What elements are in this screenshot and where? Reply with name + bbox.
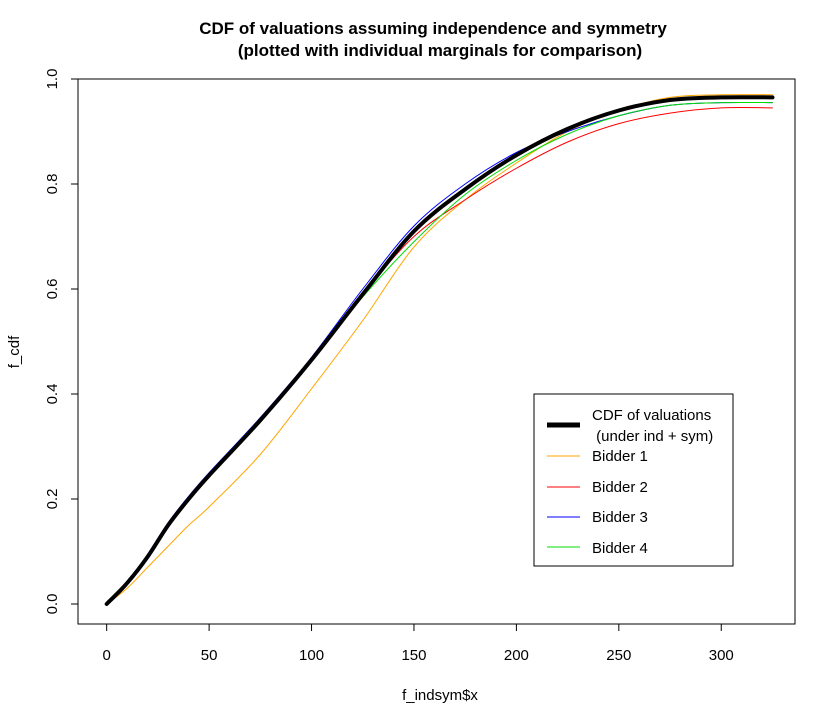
series-group <box>104 94 775 606</box>
legend-label-2: Bidder 1 <box>592 448 648 465</box>
x-tick-label: 0 <box>103 647 111 664</box>
x-axis-label: f_indsym$x <box>402 687 478 704</box>
legend-label-1: CDF of valuations <box>592 407 711 424</box>
legend: CDF of valuations (under ind + sym) Bidde… <box>533 393 734 567</box>
y-tick-label: 1.0 <box>44 69 61 90</box>
legend-label-5: Bidder 4 <box>592 540 648 557</box>
y-tick-label: 0.2 <box>44 489 61 510</box>
x-tick-label: 200 <box>504 647 529 664</box>
y-axis: 0.0 0.2 0.4 0.6 0.8 1.0 <box>44 69 79 615</box>
chart-title-line2: (plotted with individual marginals for c… <box>238 41 642 60</box>
legend-label-1-line2: (under ind + sym) <box>592 428 713 445</box>
y-tick-label: 0.6 <box>44 279 61 300</box>
x-tick-label: 250 <box>606 647 631 664</box>
x-tick-label: 50 <box>201 647 218 664</box>
legend-label-4: Bidder 3 <box>592 509 648 526</box>
x-tick-label: 300 <box>709 647 734 664</box>
chart-title-line1: CDF of valuations assuming independence … <box>199 19 667 38</box>
x-axis: 0 50 100 150 200 250 300 <box>103 623 734 664</box>
legend-label-3: Bidder 2 <box>592 479 648 496</box>
x-tick-label: 100 <box>299 647 324 664</box>
series-line-cdf-of-valuations-under-ind-sym <box>104 95 775 606</box>
y-tick-label: 0.8 <box>44 174 61 195</box>
y-tick-label: 0.0 <box>44 594 61 615</box>
x-tick-label: 150 <box>401 647 426 664</box>
y-axis-label: f_cdf <box>6 335 23 368</box>
y-tick-label: 0.4 <box>44 384 61 405</box>
